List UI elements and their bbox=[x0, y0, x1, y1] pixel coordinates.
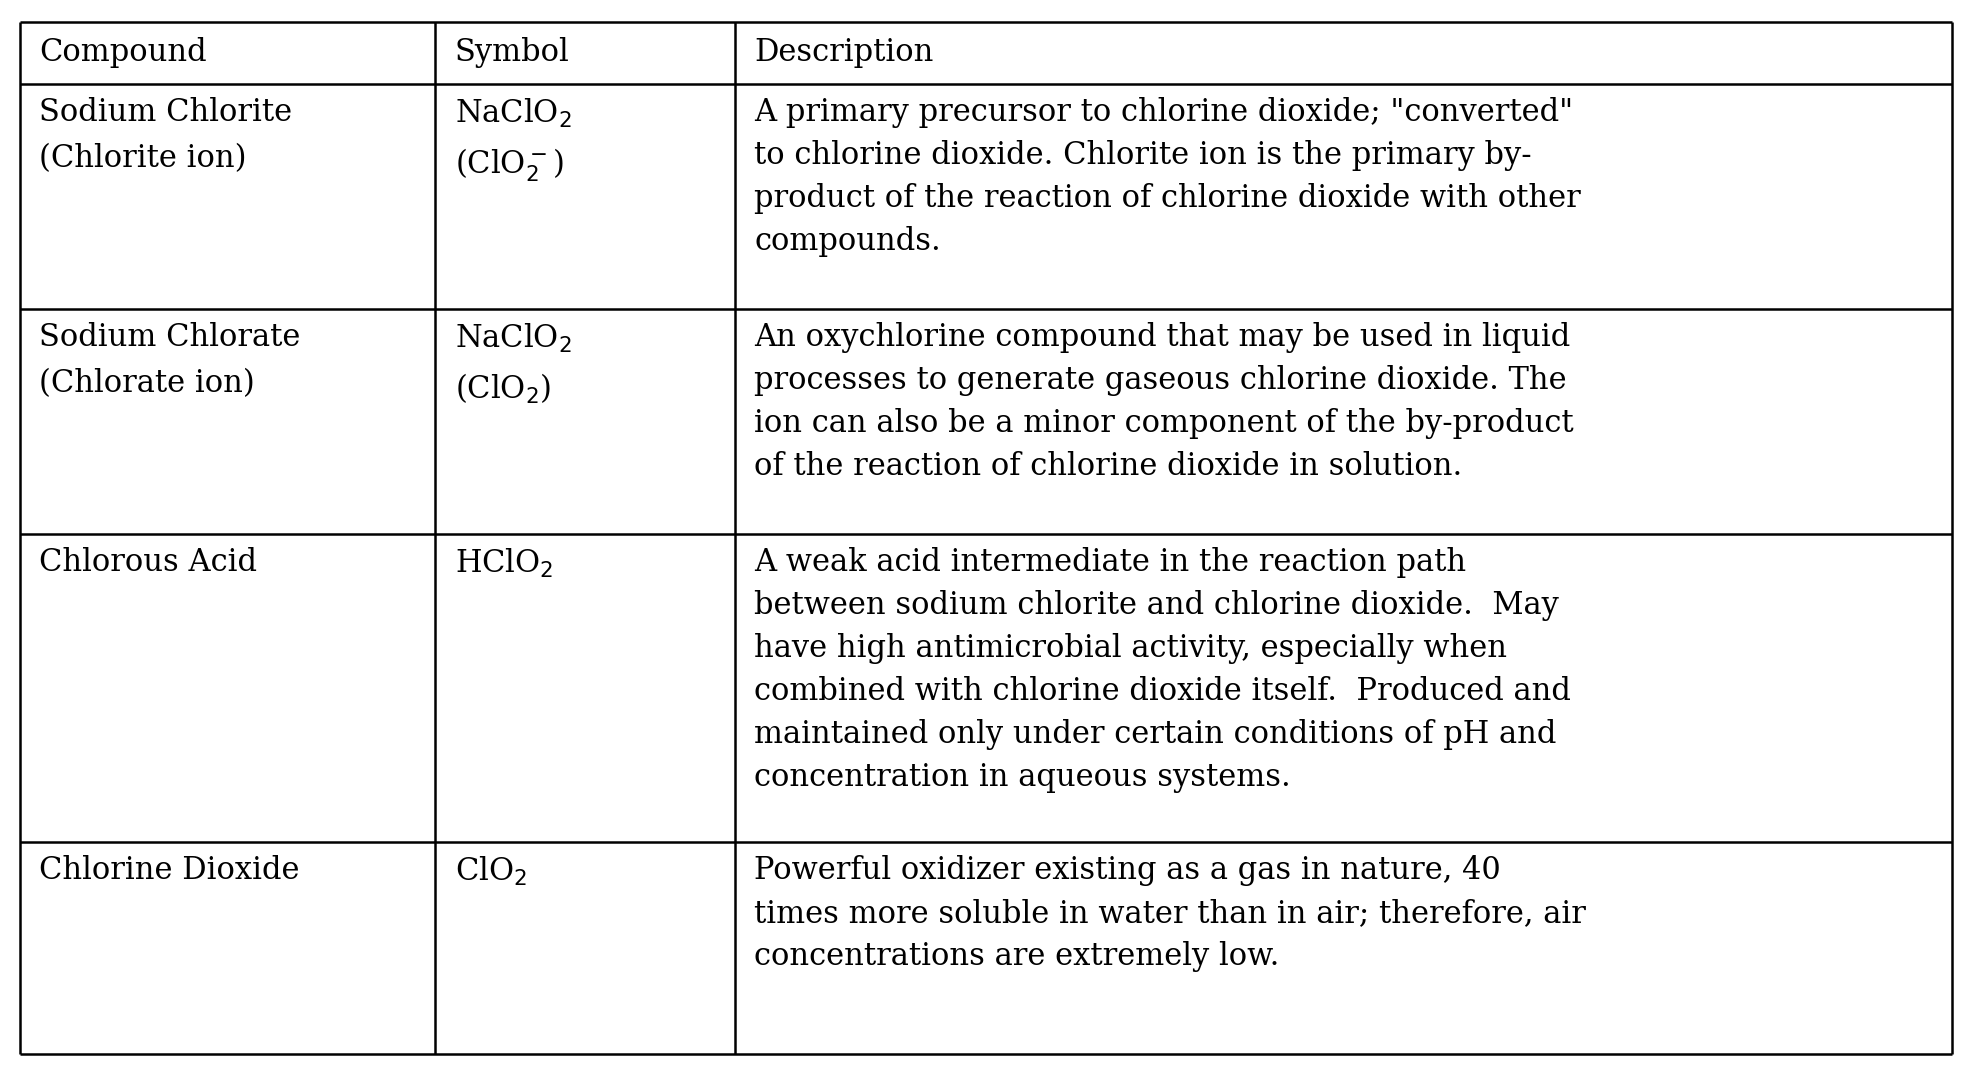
Text: HClO$_2$: HClO$_2$ bbox=[454, 547, 552, 580]
Text: Chlorine Dioxide: Chlorine Dioxide bbox=[39, 855, 301, 886]
Text: Compound: Compound bbox=[39, 38, 206, 68]
Text: A weak acid intermediate in the reaction path
between sodium chlorite and chlori: A weak acid intermediate in the reaction… bbox=[755, 547, 1571, 793]
Text: Powerful oxidizer existing as a gas in nature, 40
times more soluble in water th: Powerful oxidizer existing as a gas in n… bbox=[755, 855, 1587, 972]
Text: Description: Description bbox=[755, 38, 934, 68]
Text: ClO$_2$: ClO$_2$ bbox=[454, 855, 527, 889]
Text: NaClO$_2$
(ClO$_2$): NaClO$_2$ (ClO$_2$) bbox=[454, 322, 572, 405]
Text: An oxychlorine compound that may be used in liquid
processes to generate gaseous: An oxychlorine compound that may be used… bbox=[755, 322, 1575, 482]
Text: Chlorous Acid: Chlorous Acid bbox=[39, 547, 258, 578]
Text: A primary precursor to chlorine dioxide; "converted"
to chlorine dioxide. Chlori: A primary precursor to chlorine dioxide;… bbox=[755, 97, 1581, 257]
Text: Sodium Chlorite
(Chlorite ion): Sodium Chlorite (Chlorite ion) bbox=[39, 97, 293, 174]
Text: Sodium Chlorate
(Chlorate ion): Sodium Chlorate (Chlorate ion) bbox=[39, 322, 301, 399]
Text: NaClO$_2$
(ClO$_2^-$): NaClO$_2$ (ClO$_2^-$) bbox=[454, 97, 572, 184]
Text: Symbol: Symbol bbox=[454, 38, 570, 68]
